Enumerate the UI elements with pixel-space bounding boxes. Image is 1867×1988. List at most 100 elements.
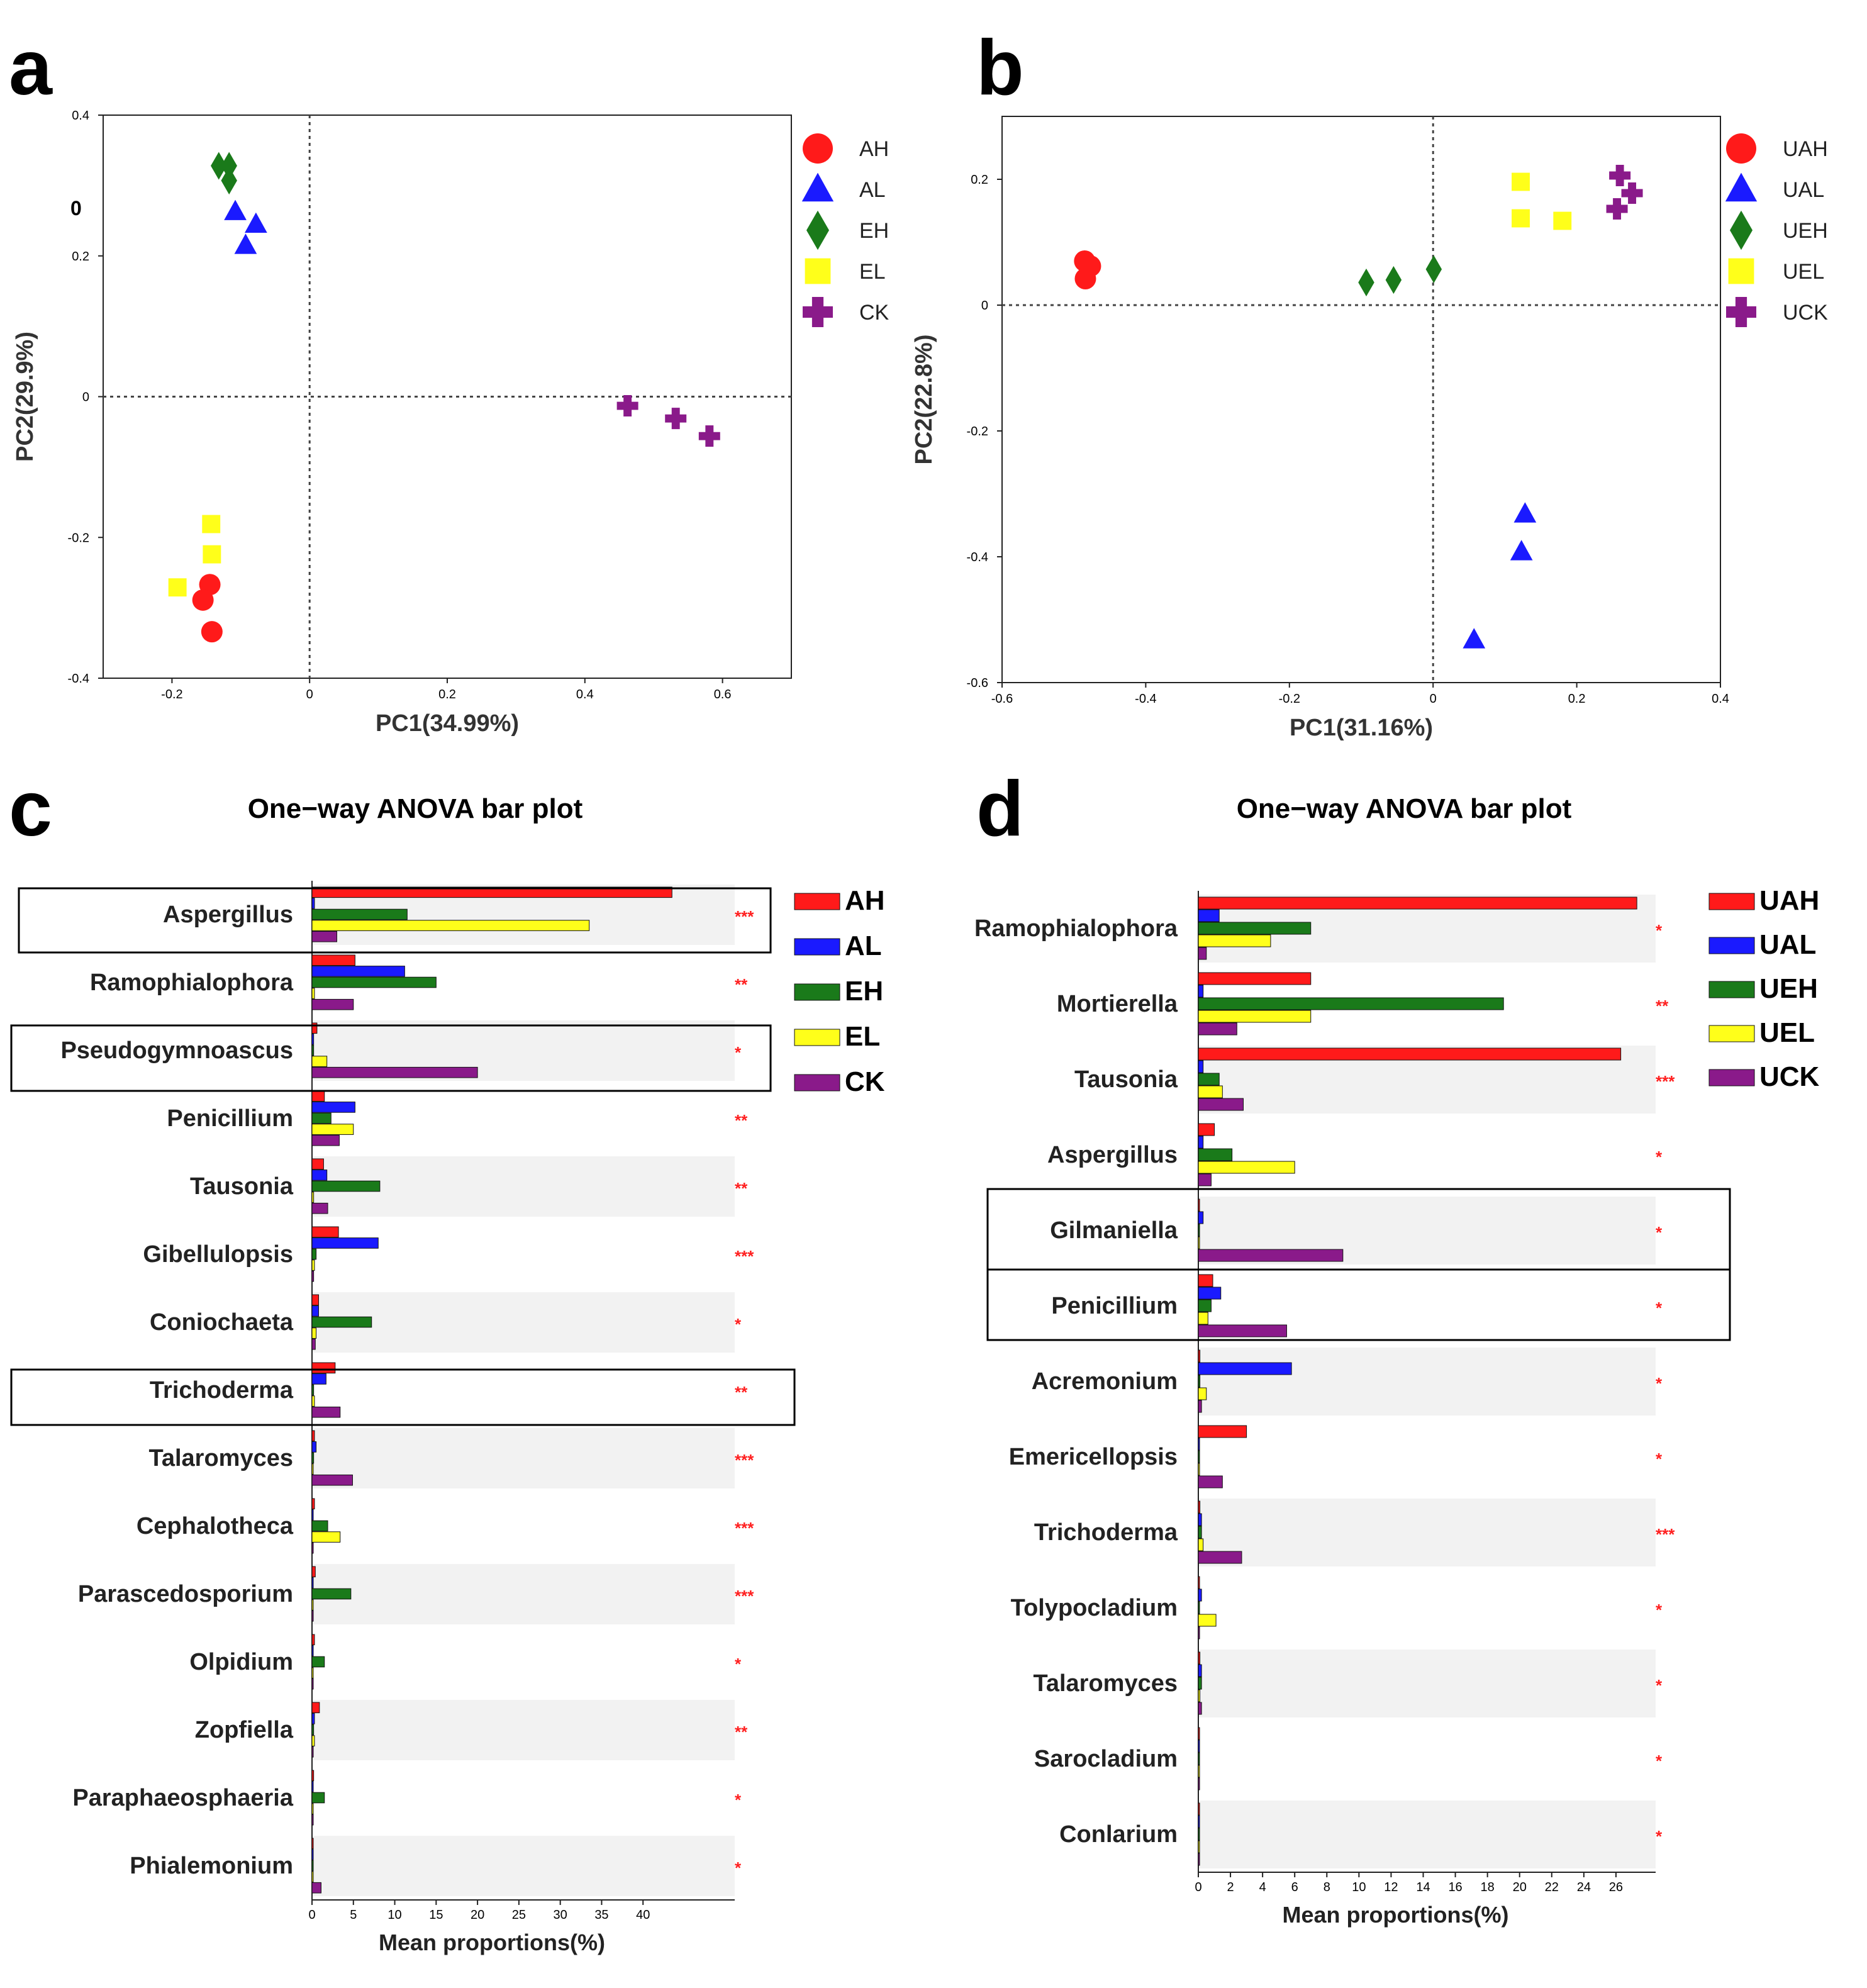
bar-CK	[311, 1066, 478, 1078]
bar-CK	[311, 1134, 340, 1146]
bar-UCK	[1198, 1249, 1344, 1262]
bar-UEH	[1198, 922, 1312, 935]
bar-UAH	[1198, 1802, 1200, 1816]
row-background	[312, 1292, 735, 1353]
bar-CK	[311, 1338, 316, 1350]
bar-AH	[311, 1770, 315, 1782]
bar-AL	[311, 1645, 314, 1656]
legend-label-UEL: UEL	[1783, 260, 1824, 284]
significance-label: *	[1656, 1600, 1663, 1619]
bar-AL	[311, 1781, 314, 1792]
data-point-AL	[224, 199, 247, 220]
bar-EL	[311, 1599, 314, 1611]
y-axis-title: PC2(29.9%)	[12, 332, 38, 462]
bar-UEL	[1198, 1085, 1223, 1098]
data-point-UCK	[1609, 165, 1631, 187]
data-point-UAH	[1074, 268, 1096, 289]
bar-UEL	[1198, 1614, 1217, 1627]
x-tick-label: 0	[1430, 692, 1437, 706]
bar-UEL	[1198, 1387, 1207, 1400]
legend-swatch-CK	[794, 1074, 840, 1092]
significance-label: *	[735, 1315, 742, 1334]
significance-label: ***	[1656, 1072, 1675, 1091]
category-label: Talaromyces	[1033, 1670, 1178, 1697]
legend-swatch-AH	[794, 893, 840, 910]
x-tick-label: -0.2	[161, 688, 182, 701]
bar-CK	[311, 1882, 321, 1894]
bar-CK	[311, 1746, 314, 1758]
bar-UEH	[1198, 1375, 1201, 1388]
data-point-CK	[698, 425, 720, 447]
bar-EH	[311, 976, 437, 988]
bar-UCK	[1198, 1777, 1200, 1790]
bar-AL	[311, 966, 405, 977]
bar-EL	[311, 1395, 315, 1407]
bar-CK	[311, 1406, 341, 1418]
bar-EL	[311, 920, 590, 931]
panel-label-c: c	[9, 766, 52, 852]
category-label: Conlarium	[1059, 1821, 1178, 1848]
bar-UEH	[1198, 1073, 1220, 1086]
y-tick-label: 0.2	[971, 173, 988, 187]
significance-label: *	[1656, 1374, 1663, 1393]
significance-label: **	[735, 1179, 748, 1198]
bar-AL	[311, 1713, 315, 1724]
bar-UCK	[1198, 1551, 1242, 1564]
bar-EL	[311, 1124, 354, 1135]
x-tick-label: 35	[594, 1908, 608, 1922]
data-point-EL	[203, 545, 221, 564]
bar-AH	[311, 1158, 324, 1170]
x-axis-title: Mean proportions(%)	[379, 1929, 605, 1955]
significance-label: ***	[735, 907, 754, 926]
bar-EL	[311, 1735, 315, 1746]
bar-AL	[311, 1034, 315, 1045]
data-point-EH	[211, 152, 227, 180]
significance-label: *	[1656, 1298, 1663, 1317]
bar-UAL	[1198, 1664, 1202, 1677]
x-tick-label: 10	[1352, 1880, 1366, 1894]
significance-label: *	[1656, 1148, 1663, 1166]
category-label: Trichoderma	[150, 1377, 294, 1404]
bar-CK	[311, 1610, 314, 1622]
bar-AL	[311, 1102, 355, 1113]
bar-UAL	[1198, 1589, 1202, 1602]
bar-AL	[311, 898, 315, 909]
row-background	[1198, 1499, 1656, 1566]
x-tick-label: 0.6	[714, 688, 732, 701]
panel-c-title: One−way ANOVA bar plot	[248, 793, 583, 824]
data-point-UEL	[1553, 211, 1572, 230]
legend-marker-UCK	[1726, 297, 1756, 327]
bar-UAL	[1198, 1362, 1292, 1375]
data-point-EH	[221, 166, 237, 195]
data-point-UAL	[1510, 540, 1533, 561]
category-label: Aspergillus	[163, 902, 293, 928]
bar-UAL	[1198, 1060, 1204, 1073]
bar-UEL	[1198, 1538, 1204, 1551]
significance-label: *	[1656, 1676, 1663, 1695]
bar-AL	[311, 1305, 320, 1317]
panel-label-d: d	[976, 766, 1024, 852]
legend-marker-AL	[801, 172, 834, 202]
x-tick-label: 0	[308, 1908, 315, 1922]
x-tick-label: -0.2	[1279, 692, 1300, 706]
pca-chart-a: -0.2 0 0.2 0.4 0.6 -0.4 -0.2 0 0.2 0.4 PC1(34.99%)…	[12, 109, 889, 737]
bar-UAL	[1198, 1438, 1200, 1451]
bar-UEL	[1198, 1765, 1200, 1778]
data-point-UEL	[1512, 209, 1530, 228]
x-axis-title: Mean proportions(%)	[1283, 1902, 1509, 1928]
legend-marker-CK	[803, 297, 833, 327]
legend-label-UEH: UEH	[1783, 219, 1828, 243]
row-background	[1198, 1801, 1656, 1868]
legend-swatch-EH	[794, 983, 840, 1001]
panel-a-stray-label: 0	[70, 197, 82, 220]
significance-label: *	[1656, 1751, 1663, 1770]
legend-label-AL: AL	[845, 930, 882, 961]
x-tick-label: 15	[429, 1908, 443, 1922]
legend-marker-UEH	[1730, 210, 1753, 250]
significance-label: **	[1656, 997, 1669, 1015]
bar-UAL	[1198, 909, 1220, 922]
bar-CK	[311, 1678, 314, 1690]
category-label: Sarocladium	[1034, 1746, 1178, 1772]
bar-UCK	[1198, 1324, 1287, 1337]
x-tick-label: 30	[554, 1908, 567, 1922]
